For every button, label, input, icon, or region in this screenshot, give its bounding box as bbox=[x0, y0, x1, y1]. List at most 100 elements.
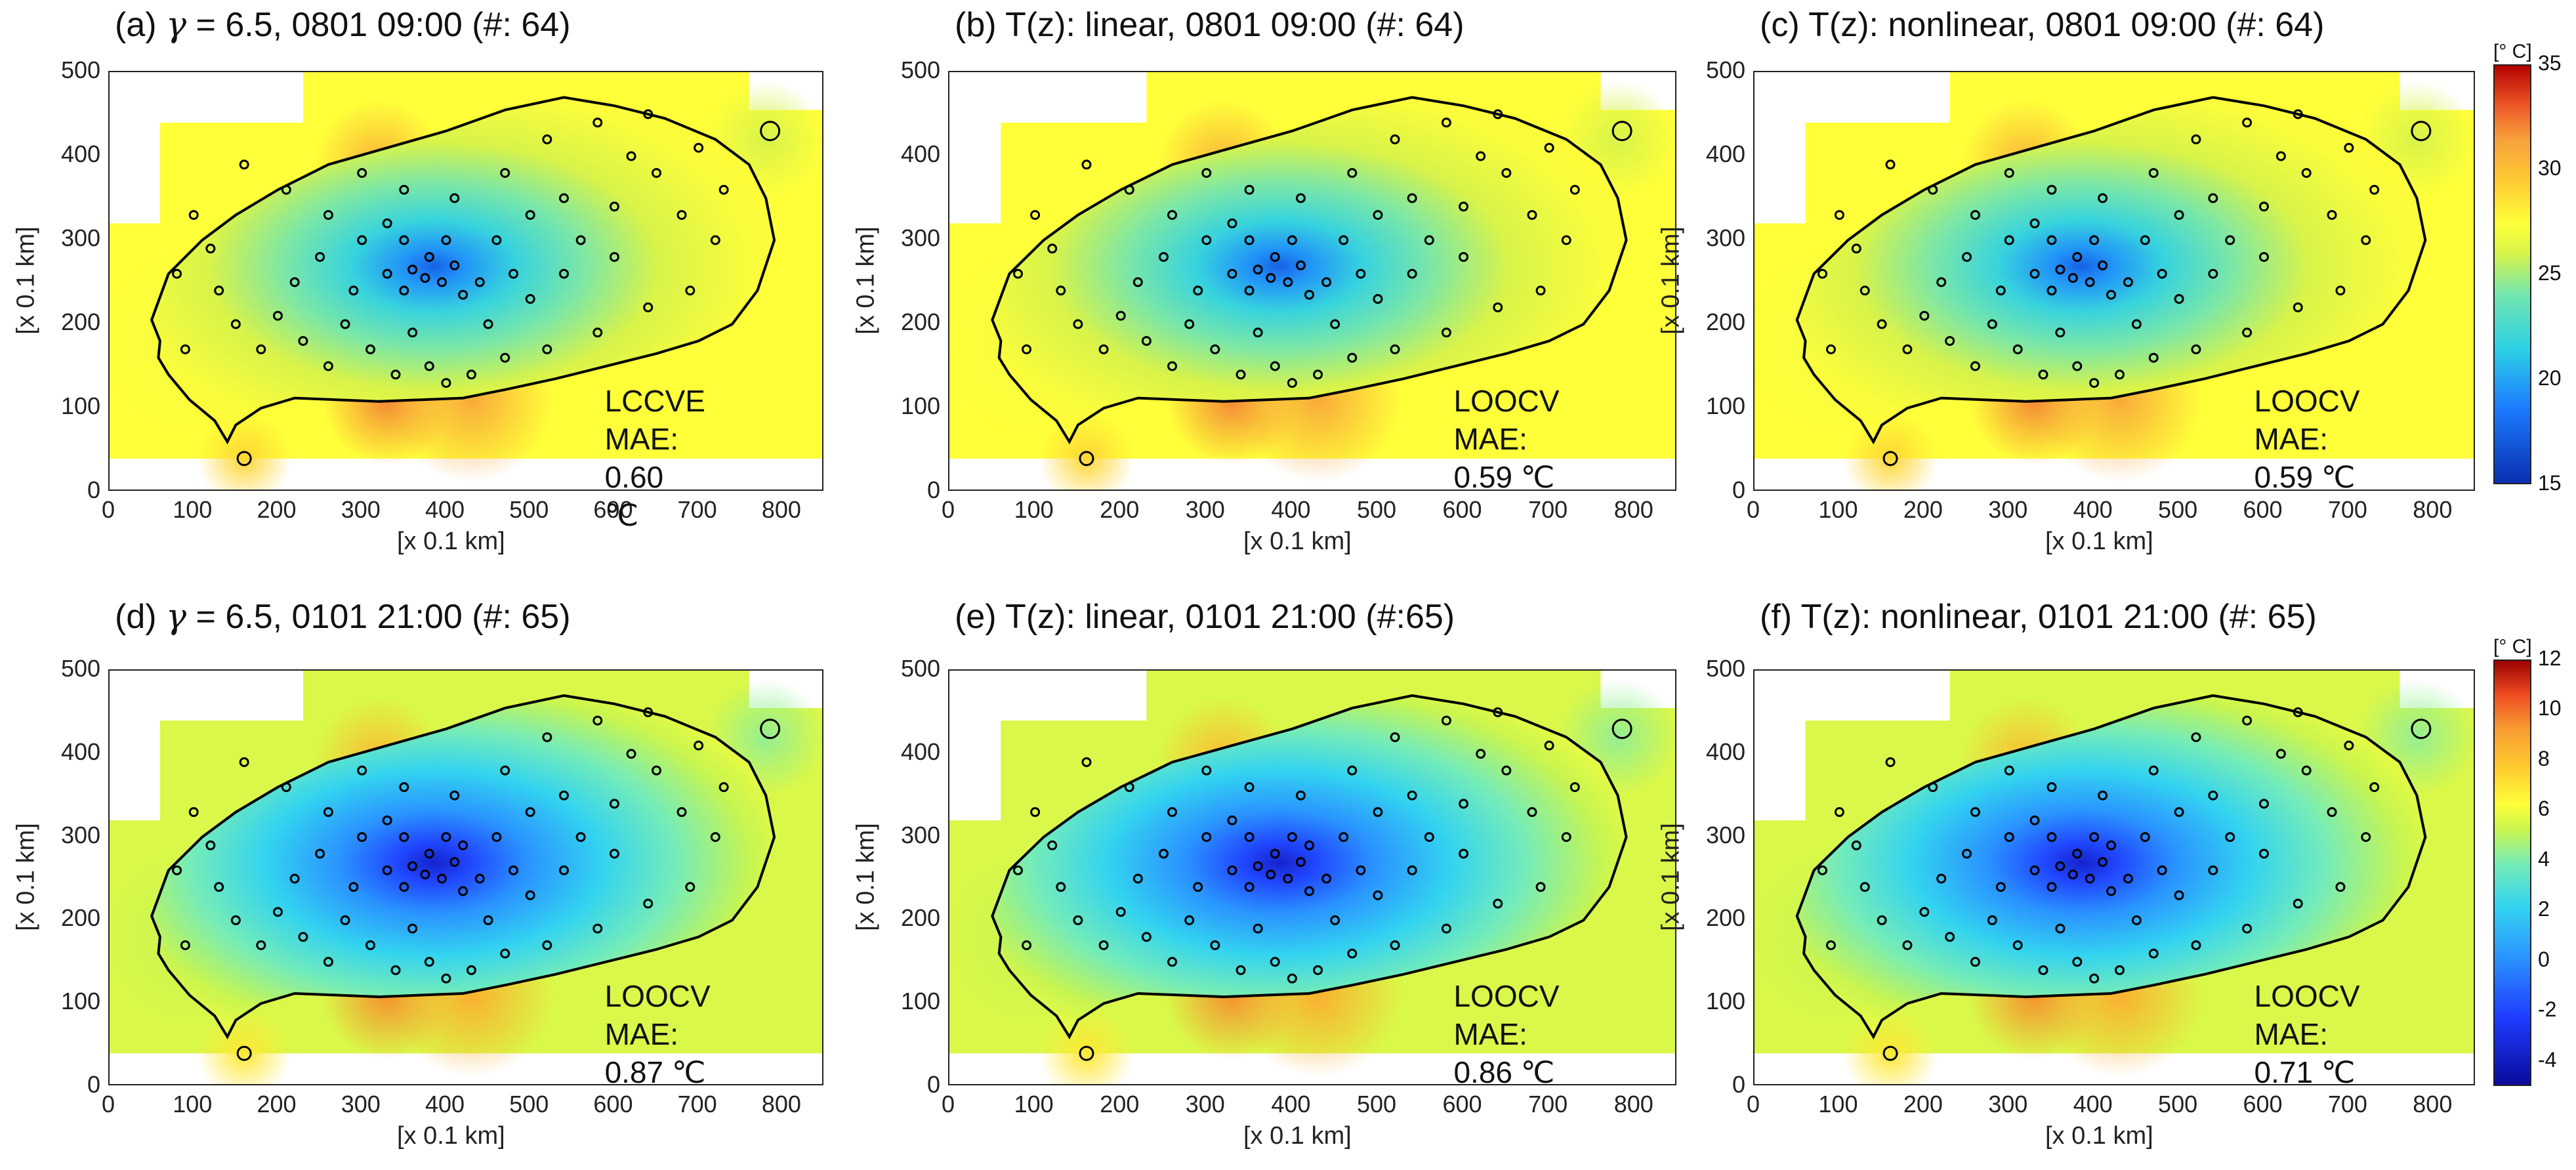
station-marker bbox=[449, 857, 460, 867]
station-marker bbox=[437, 873, 447, 884]
station-marker bbox=[626, 749, 636, 759]
station-marker bbox=[1877, 915, 1887, 925]
station-marker bbox=[2242, 117, 2253, 128]
y-tick-label: 100 bbox=[61, 392, 101, 419]
y-tick-label: 300 bbox=[61, 821, 101, 848]
station-marker bbox=[1851, 243, 1861, 254]
station-marker bbox=[1885, 159, 1896, 170]
station-marker bbox=[1834, 210, 1844, 220]
station-marker bbox=[2258, 848, 2269, 859]
station-marker bbox=[2038, 369, 2048, 380]
station-marker bbox=[1141, 932, 1152, 942]
x-tick-label: 300 bbox=[1185, 1091, 1225, 1118]
mae-annotation: LOOCV MAE: 0.59 ℃ bbox=[1453, 382, 1559, 496]
station-marker bbox=[694, 142, 704, 153]
islet-outline bbox=[1079, 451, 1094, 467]
station-marker bbox=[652, 765, 662, 776]
station-marker bbox=[180, 344, 190, 354]
station-marker bbox=[1995, 882, 2006, 892]
station-marker bbox=[2191, 134, 2201, 144]
heatmap-svg bbox=[949, 72, 1675, 490]
station-marker bbox=[1244, 832, 1255, 843]
station-marker bbox=[281, 782, 291, 793]
station-marker bbox=[1390, 732, 1400, 742]
station-marker bbox=[1115, 907, 1126, 917]
station-marker bbox=[323, 361, 333, 371]
station-marker bbox=[188, 807, 199, 818]
x-tick-label: 800 bbox=[2413, 1091, 2453, 1118]
station-marker bbox=[1201, 168, 1212, 178]
station-marker bbox=[1321, 873, 1332, 884]
panel-title-suffix: = 6.5, 0101 21:00 (#: 65) bbox=[186, 598, 571, 636]
station-marker bbox=[1569, 782, 1580, 793]
station-marker bbox=[1030, 807, 1041, 818]
station-marker bbox=[2123, 277, 2133, 287]
station-marker bbox=[542, 732, 552, 742]
station-marker bbox=[2067, 869, 2078, 880]
station-marker bbox=[2038, 965, 2048, 975]
station-marker bbox=[1962, 252, 1972, 262]
station-marker bbox=[2344, 142, 2354, 153]
station-marker bbox=[1936, 277, 1947, 287]
station-marker bbox=[458, 886, 468, 896]
station-marker bbox=[2055, 264, 2066, 275]
station-marker bbox=[1407, 193, 1417, 203]
station-marker bbox=[2301, 765, 2312, 776]
station-marker bbox=[2140, 235, 2150, 245]
x-tick-label: 300 bbox=[341, 496, 381, 523]
y-tick-label: 200 bbox=[61, 904, 101, 932]
panel-title-prefix: (a) bbox=[115, 6, 166, 44]
x-tick-label: 800 bbox=[2413, 496, 2453, 523]
station-marker bbox=[2072, 957, 2083, 967]
station-marker bbox=[382, 815, 392, 825]
station-marker bbox=[2148, 948, 2159, 959]
station-marker bbox=[1970, 807, 1980, 818]
station-marker bbox=[694, 740, 704, 751]
colorbar-tick-label: 2 bbox=[2538, 897, 2550, 921]
station-marker bbox=[509, 268, 519, 279]
station-marker bbox=[1390, 134, 1400, 144]
panel-title: (a) γ = 6.5, 0801 09:00 (#: 64) bbox=[115, 5, 571, 45]
station-marker bbox=[2131, 915, 2142, 925]
x-tick-label: 0 bbox=[102, 1091, 115, 1118]
colorbar-ramp bbox=[2493, 64, 2531, 484]
y-tick-label: 400 bbox=[1706, 738, 1746, 765]
x-tick-label: 700 bbox=[1528, 496, 1568, 523]
station-marker bbox=[2089, 973, 2100, 984]
station-marker bbox=[2029, 268, 2040, 279]
station-marker bbox=[491, 832, 502, 843]
station-marker bbox=[458, 840, 468, 850]
station-marker bbox=[2046, 782, 2057, 793]
station-marker bbox=[1295, 857, 1306, 867]
station-marker bbox=[1407, 865, 1417, 875]
station-marker bbox=[2148, 765, 2159, 776]
station-marker bbox=[558, 193, 569, 203]
station-marker bbox=[1253, 264, 1263, 275]
station-marker bbox=[1859, 882, 1870, 892]
mae-annotation: LOOCV MAE: 0.71 ℃ bbox=[2254, 977, 2360, 1091]
station-marker bbox=[2004, 235, 2014, 245]
station-marker bbox=[323, 210, 333, 220]
panel-title: (e) T(z): linear, 0101 21:00 (#:65) bbox=[955, 598, 1455, 636]
station-marker bbox=[609, 252, 619, 262]
colorbar-tick-label: 25 bbox=[2538, 261, 2562, 285]
station-marker bbox=[1073, 319, 1083, 329]
station-marker bbox=[399, 285, 409, 296]
x-tick-label: 600 bbox=[593, 1091, 633, 1118]
station-marker bbox=[500, 765, 510, 776]
station-marker bbox=[474, 873, 485, 884]
station-marker bbox=[2174, 807, 2184, 818]
blank-region bbox=[949, 671, 1147, 721]
station-marker bbox=[2072, 252, 2083, 262]
station-marker bbox=[1244, 235, 1255, 245]
station-marker bbox=[1167, 361, 1178, 371]
station-marker bbox=[1158, 848, 1169, 859]
station-marker bbox=[1476, 151, 1486, 161]
station-marker bbox=[1459, 799, 1469, 809]
station-marker bbox=[1535, 882, 1546, 892]
station-marker bbox=[424, 957, 434, 967]
station-marker bbox=[2275, 749, 2286, 759]
station-marker bbox=[2029, 865, 2040, 875]
station-marker bbox=[2335, 882, 2346, 892]
map-plot-area bbox=[108, 669, 823, 1085]
